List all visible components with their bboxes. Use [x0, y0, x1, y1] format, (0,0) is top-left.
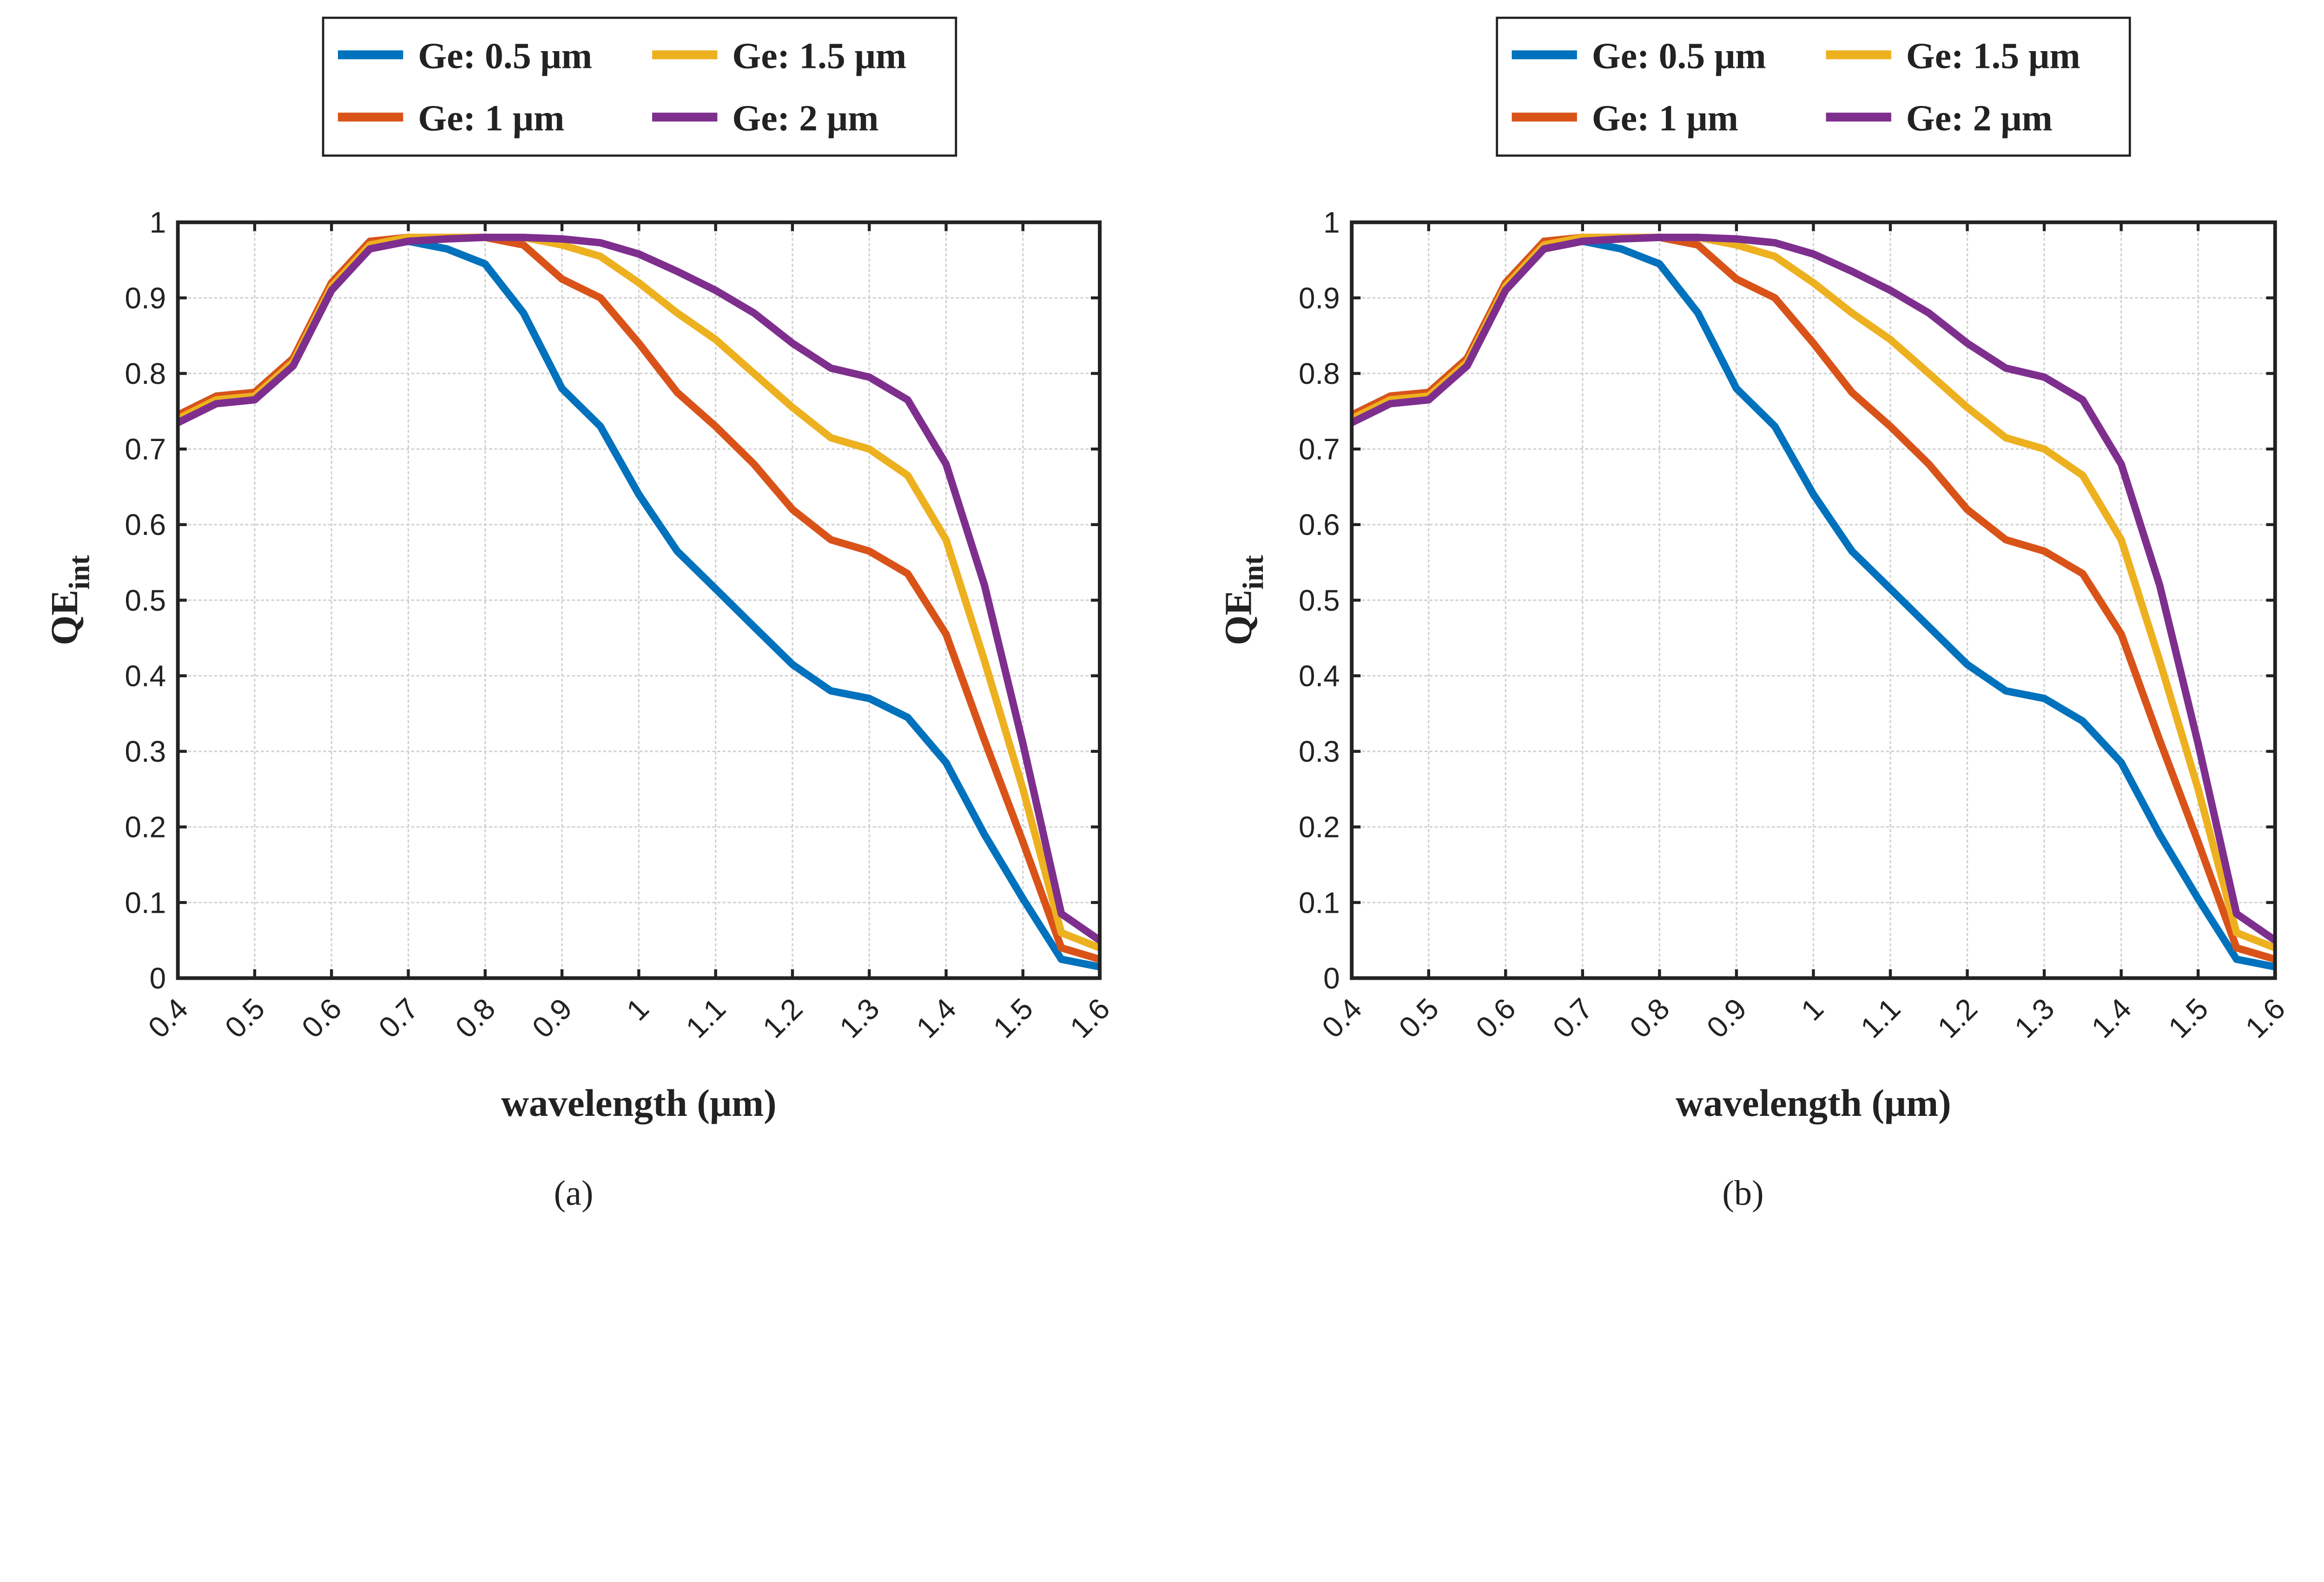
legend-entry-1: Ge: 1 μm — [418, 98, 564, 139]
y-axis-label-main: QE — [1216, 590, 1259, 646]
x-tick-label: 1.4 — [910, 992, 963, 1045]
legend-entry-3: Ge: 2 μm — [732, 98, 878, 139]
x-tick-label: 0.4 — [1315, 992, 1368, 1045]
legend-entry-2: Ge: 1.5 μm — [1906, 36, 2080, 77]
legend-entry-0: Ge: 0.5 μm — [1592, 36, 1766, 77]
legend-entry-1: Ge: 1 μm — [1592, 98, 1738, 139]
x-tick-label: 1.2 — [756, 992, 809, 1045]
series-line-3 — [1350, 233, 2278, 943]
y-tick-label: 0.1 — [1299, 886, 1340, 919]
x-tick-label: 0.9 — [1700, 992, 1753, 1045]
y-tick-label: 0.7 — [125, 433, 166, 466]
x-tick-label: 1.3 — [833, 992, 886, 1045]
axes-box — [1350, 220, 2277, 980]
figure: 0.4 0.5 0.6 0.7 0.8 0.9 1 1.1 1.2 1.3 1.4 1.5 1.6 0 0.… — [43, 16, 2292, 1213]
x-tick-label: 1 — [1795, 992, 1830, 1027]
x-tick-label: 0.5 — [218, 992, 271, 1045]
legend: Ge: 0.5 μm Ge: 1 μm Ge: 1.5 μm Ge: 2 μm — [322, 16, 957, 157]
axes-box — [176, 220, 1102, 980]
x-tick-label: 1.3 — [2008, 992, 2061, 1045]
y-tick-label: 0.7 — [1299, 433, 1340, 466]
y-tick-label: 1 — [1323, 206, 1340, 239]
x-axis-label: wavelength (μm) — [1676, 1081, 1951, 1124]
y-tick-label: 0.6 — [1299, 508, 1340, 541]
x-tick-label: 1.5 — [987, 992, 1040, 1045]
y-tick-label: 0.6 — [125, 508, 166, 541]
chart-panel-b: 0.4 0.5 0.6 0.7 0.8 0.9 1 1.1 1.2 1.3 1.4 1.5 1.600.… — [1216, 16, 2292, 1213]
x-tick-label: 0.5 — [1393, 992, 1446, 1045]
y-tick-label: 0.3 — [125, 735, 166, 768]
series-line-3 — [176, 233, 1102, 943]
y-tick-label: 0.3 — [1299, 735, 1340, 768]
y-tick-label: 0.2 — [1299, 811, 1340, 844]
y-tick-label: 1 — [150, 206, 166, 239]
y-axis-label-main: QE — [43, 590, 86, 646]
legend-box — [1496, 16, 2131, 157]
chart-panel-a: 0.4 0.5 0.6 0.7 0.8 0.9 1 1.1 1.2 1.3 1.4 1.5 1.600.… — [43, 16, 1116, 1213]
y-tick-label: 0 — [150, 962, 166, 995]
x-tick-label: 1.1 — [679, 992, 732, 1045]
x-tick-label: 1.4 — [2085, 992, 2138, 1045]
y-tick-label: 0 — [1323, 962, 1340, 995]
y-tick-label: 0.2 — [125, 811, 166, 844]
y-tick-label: 0.4 — [125, 659, 166, 692]
y-axis-label-subscript: int — [1236, 555, 1269, 589]
legend-box — [322, 16, 957, 157]
x-tick-label: 0.8 — [1623, 992, 1676, 1045]
x-tick-label: 1.6 — [1063, 992, 1116, 1045]
legend: Ge: 0.5 μm Ge: 1 μm Ge: 1.5 μm Ge: 2 μm — [1496, 16, 2131, 157]
x-tick-label: 1.1 — [1854, 992, 1907, 1045]
x-tick-label: 1.5 — [2162, 992, 2215, 1045]
y-axis-label-subscript: int — [62, 555, 95, 589]
x-tick-label: 0.6 — [1469, 992, 1522, 1045]
panel-label: (a) — [554, 1173, 594, 1213]
x-tick-label: 1.6 — [2239, 992, 2292, 1045]
x-tick-label: 0.7 — [372, 992, 425, 1045]
x-tick-label: 1.2 — [1931, 992, 1984, 1045]
y-tick-label: 0.5 — [125, 584, 166, 617]
x-tick-label: 0.6 — [295, 992, 348, 1045]
y-tick-label: 0.5 — [1299, 584, 1340, 617]
figure-canvas: 0.4 0.5 0.6 0.7 0.8 0.9 1 1.1 1.2 1.3 1.4 1.5 1.600.… — [43, 16, 2292, 1213]
x-tick-label: 0.8 — [449, 992, 502, 1045]
panel-label: (b) — [1722, 1173, 1763, 1213]
y-axis-label: QEint — [43, 555, 96, 645]
y-tick-label: 0.8 — [1299, 357, 1340, 390]
y-tick-label: 0.9 — [1299, 281, 1340, 315]
x-tick-label: 1 — [620, 992, 655, 1027]
y-axis-label: QEint — [1216, 555, 1269, 645]
x-tick-label: 0.7 — [1546, 992, 1599, 1045]
y-tick-label: 0.9 — [125, 281, 166, 315]
x-axis-label: wavelength (μm) — [501, 1081, 777, 1124]
y-tick-label: 0.8 — [125, 357, 166, 390]
legend-entry-3: Ge: 2 μm — [1906, 98, 2053, 139]
y-tick-label: 0.4 — [1299, 659, 1340, 692]
y-tick-label: 0.1 — [125, 886, 166, 919]
x-tick-label: 0.9 — [526, 992, 579, 1045]
x-tick-label: 0.4 — [141, 992, 194, 1045]
legend-entry-0: Ge: 0.5 μm — [418, 36, 592, 77]
legend-entry-2: Ge: 1.5 μm — [732, 36, 906, 77]
